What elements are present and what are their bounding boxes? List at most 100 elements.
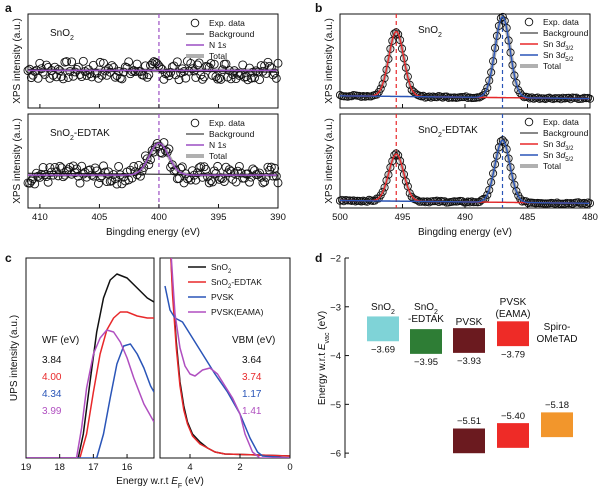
- ups-curve-PVSK(EAMA): [170, 258, 290, 458]
- energy-level-box: [410, 329, 442, 354]
- data-point: [270, 68, 280, 78]
- data-point: [556, 95, 565, 104]
- data-point: [57, 72, 67, 81]
- axis-c-left-xtick-label: 19: [21, 462, 32, 473]
- y-axis-label: UPS intensity (a.u.): [9, 315, 20, 401]
- data-point: [102, 70, 112, 80]
- data-point: [112, 179, 122, 189]
- data-point: [413, 196, 422, 205]
- energy-level-value: −3.93: [457, 356, 481, 367]
- y-tick-label: −5: [330, 400, 341, 411]
- panel-label-b: b: [315, 1, 322, 15]
- data-point: [36, 169, 46, 179]
- axis-b_bottom-xtick-label: 495: [395, 212, 411, 223]
- y-axis-label: XPS intensity (a.u.): [324, 118, 335, 204]
- n1s-curve: [28, 142, 277, 176]
- data-point: [194, 58, 204, 68]
- data-point: [392, 149, 401, 158]
- data-point: [142, 72, 152, 82]
- data-point: [124, 57, 134, 67]
- panel-title: SnO2: [418, 25, 442, 39]
- axis-a_bottom-xtick-label: 405: [91, 212, 107, 223]
- data-point: [25, 178, 35, 188]
- data-point: [260, 177, 270, 187]
- data-point: [132, 59, 142, 69]
- data-point: [213, 74, 223, 84]
- data-point: [42, 172, 51, 182]
- data-point: [94, 179, 103, 188]
- legend-sn32-label: Sn 3d3/2: [543, 39, 574, 52]
- data-point: [461, 92, 471, 101]
- data-point: [198, 74, 207, 84]
- data-point: [477, 196, 486, 205]
- vbm-value: 1.17: [242, 389, 262, 400]
- data-point: [502, 145, 511, 154]
- axis-a_bottom-xtick-label: 395: [211, 212, 227, 223]
- data-point: [95, 57, 105, 67]
- y-tick-label: −2: [330, 254, 341, 265]
- data-point: [231, 74, 241, 84]
- data-point: [67, 57, 77, 67]
- data-point: [174, 75, 184, 85]
- data-point: [50, 163, 60, 172]
- data-point: [184, 173, 194, 183]
- data-point: [99, 161, 108, 171]
- data-point: [177, 64, 187, 74]
- energy-level-value: −3.95: [414, 357, 438, 368]
- data-point: [234, 161, 244, 171]
- data-point: [219, 177, 229, 186]
- axis-a_bottom-xtick-label: 410: [32, 212, 48, 223]
- data-point: [38, 67, 48, 77]
- sn3d52-curve: [339, 16, 590, 100]
- category-label: Spiro-: [544, 322, 571, 333]
- data-point: [206, 59, 216, 68]
- data-point: [512, 78, 521, 87]
- data-point: [162, 68, 172, 78]
- legend-exp-swatch: [190, 18, 200, 28]
- data-point: [55, 161, 65, 171]
- category-label: SnO2: [414, 302, 438, 316]
- legend-total-label: Total: [543, 161, 561, 171]
- legend-exp-swatch: [524, 117, 534, 127]
- legend-exp-label: Exp. data: [543, 117, 579, 127]
- data-point: [494, 143, 503, 152]
- legend-n1s-label: N 1s: [209, 140, 227, 150]
- category-label: (EAMA): [496, 309, 531, 320]
- category-label: OMeTAD: [537, 334, 578, 345]
- energy-level-value: −5.51: [457, 416, 481, 427]
- data-point: [142, 154, 152, 164]
- data-point: [199, 162, 209, 172]
- data-point: [172, 57, 182, 67]
- data-point: [43, 177, 53, 187]
- data-point: [156, 63, 166, 73]
- energy-level-box: [497, 423, 529, 448]
- data-point: [62, 57, 72, 67]
- data-point: [193, 60, 202, 70]
- data-point: [156, 148, 166, 157]
- data-point: [100, 167, 110, 177]
- data-point: [498, 136, 507, 145]
- axis-c-left-xtick-label: 17: [88, 462, 99, 473]
- data-point: [551, 199, 560, 208]
- legend-PVSK(EAMA)-label: PVSK(EAMA): [211, 307, 264, 317]
- legend-total-label: Total: [543, 61, 561, 71]
- panel-label-d: d: [315, 251, 322, 265]
- data-point: [261, 172, 271, 182]
- data-point: [236, 168, 246, 178]
- legend-bg-label: Background: [543, 128, 589, 138]
- y-tick-label: −6: [330, 449, 341, 460]
- data-point: [58, 172, 68, 182]
- data-point: [26, 176, 36, 186]
- data-point: [574, 198, 583, 207]
- energy-level-value: −5.18: [545, 400, 569, 411]
- data-point: [403, 72, 412, 81]
- axis-c-right-xtick-label: 2: [237, 462, 242, 473]
- panel-title: SnO2: [50, 28, 74, 42]
- vbm-value: 3.74: [242, 372, 262, 383]
- data-point: [45, 163, 55, 173]
- x-axis-label: Bingding energy (eV): [418, 227, 512, 238]
- legend-exp-swatch: [190, 118, 200, 128]
- data-point: [186, 175, 196, 185]
